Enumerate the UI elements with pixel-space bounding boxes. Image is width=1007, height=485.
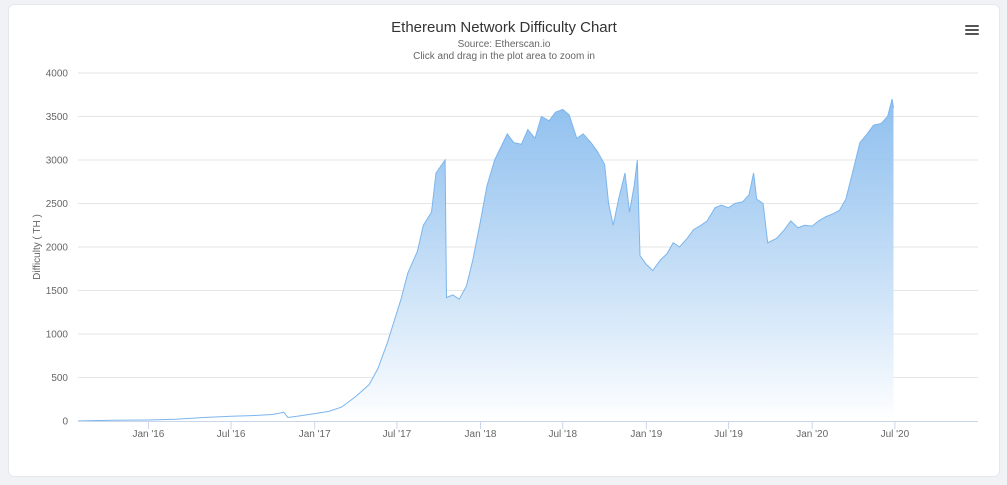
x-tick-label: Jul '20 <box>881 429 910 440</box>
x-tick-label: Jul '16 <box>217 429 246 440</box>
y-tick-label: 3500 <box>46 112 69 123</box>
chart-title: Ethereum Network Difficulty Chart <box>391 19 617 36</box>
series-area <box>78 99 894 421</box>
y-tick-label: 1000 <box>46 330 69 341</box>
y-tick-label: 2000 <box>46 243 69 254</box>
series-line <box>77 98 894 422</box>
zoom-hint: Click and drag in the plot area to zoom … <box>413 51 595 62</box>
x-tick-label: Jan '20 <box>796 429 828 440</box>
y-tick-label: 3000 <box>46 156 69 167</box>
x-tick-label: Jan '17 <box>299 429 331 440</box>
y-tick-label: 1500 <box>46 286 69 297</box>
x-tick-label: Jan '16 <box>132 429 164 440</box>
x-tick-label: Jul '17 <box>383 429 412 440</box>
x-tick-label: Jul '19 <box>714 429 743 440</box>
y-tick-label: 500 <box>51 373 68 384</box>
y-tick-label: 0 <box>62 417 68 428</box>
x-tick-label: Jan '18 <box>465 429 497 440</box>
hamburger-menu-icon[interactable] <box>964 23 980 37</box>
y-tick-label: 2500 <box>46 199 69 210</box>
x-tick-label: Jul '18 <box>548 429 577 440</box>
x-tick-label: Jan '19 <box>630 429 662 440</box>
chart-subtitle: Source: Etherscan.io <box>457 39 551 50</box>
y-tick-label: 4000 <box>46 69 69 80</box>
y-axis-title: Difficulty ( TH ) <box>32 214 43 280</box>
